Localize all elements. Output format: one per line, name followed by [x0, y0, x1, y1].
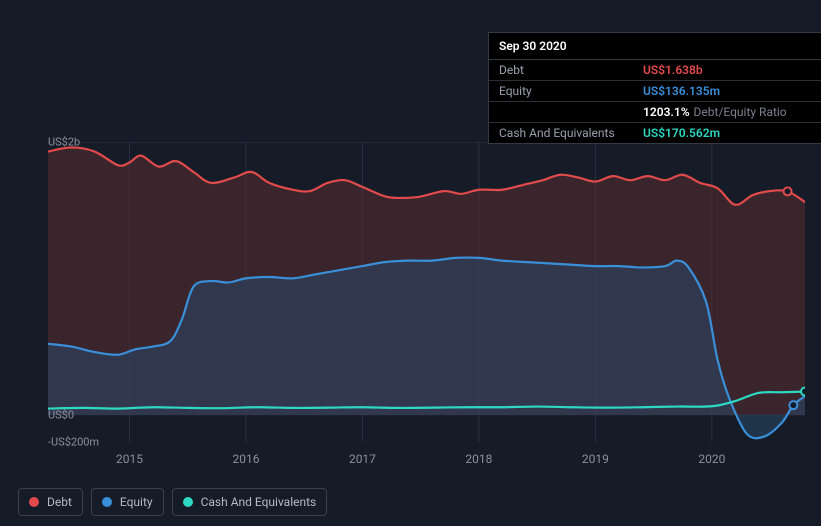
tooltip-value: US$170.562m — [643, 126, 720, 140]
tooltip-value: US$1.638b — [643, 63, 703, 77]
legend-label: Equity — [120, 495, 153, 509]
y-axis-label: -US$200m — [48, 436, 99, 449]
tooltip-row: DebtUS$1.638b — [489, 60, 821, 81]
tooltip-label: Equity — [499, 84, 643, 98]
legend-label: Debt — [47, 495, 72, 509]
tooltip-row: Cash And EquivalentsUS$170.562m — [489, 123, 821, 143]
plot-area[interactable]: US$2bUS$0-US$200m 2015201620172018201920… — [48, 142, 805, 442]
chart-legend: Debt Equity Cash And Equivalents — [18, 488, 327, 516]
tooltip-value: US$136.135m — [643, 84, 720, 98]
x-axis-label: 2020 — [698, 452, 725, 466]
x-axis-label: 2015 — [116, 452, 143, 466]
x-axis-label: 2018 — [465, 452, 492, 466]
tooltip-label: Cash And Equivalents — [499, 126, 643, 140]
tooltip-value: 1203.1%Debt/Equity Ratio — [643, 105, 787, 119]
tooltip-row: EquityUS$136.135m — [489, 81, 821, 102]
tooltip-date: Sep 30 2020 — [489, 33, 821, 60]
y-axis-label: US$2b — [48, 136, 80, 149]
y-axis-label: US$0 — [48, 408, 74, 421]
legend-label: Cash And Equivalents — [201, 495, 317, 509]
chart-container: Sep 30 2020 DebtUS$1.638bEquityUS$136.13… — [18, 10, 805, 470]
legend-item[interactable]: Cash And Equivalents — [172, 488, 328, 516]
tooltip-label: Debt — [499, 63, 643, 77]
chart-svg — [48, 142, 805, 442]
x-axis-label: 2017 — [349, 452, 376, 466]
legend-item[interactable]: Debt — [18, 488, 83, 516]
legend-item[interactable]: Equity — [91, 488, 164, 516]
chart-tooltip: Sep 30 2020 DebtUS$1.638bEquityUS$136.13… — [488, 32, 821, 144]
x-axis-label: 2016 — [232, 452, 259, 466]
tooltip-label — [499, 105, 643, 119]
legend-dot — [102, 497, 112, 507]
x-axis-label: 2019 — [582, 452, 609, 466]
legend-dot — [183, 497, 193, 507]
legend-dot — [29, 497, 39, 507]
tooltip-row: 1203.1%Debt/Equity Ratio — [489, 102, 821, 123]
